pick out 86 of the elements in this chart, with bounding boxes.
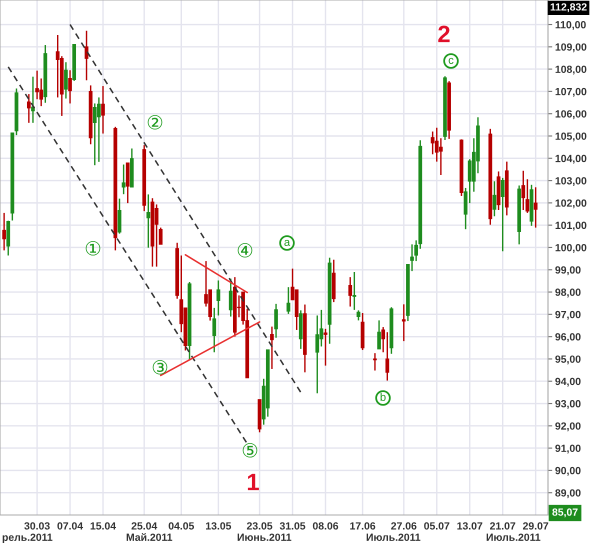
candlestick: [2, 212, 6, 252]
y-tick-label: 107,00: [556, 88, 586, 97]
y-tick-label: 101,00: [556, 222, 586, 231]
candlestick: [352, 271, 356, 311]
candlestick: [492, 180, 496, 217]
x-tick-label: 08.06: [312, 522, 338, 530]
y-tick-label: 96,00: [555, 333, 581, 342]
candlestick: [31, 76, 35, 124]
y-tick-label: 105,00: [556, 132, 586, 142]
y-tick-label: 95,00: [555, 355, 581, 364]
annotation: a: [284, 240, 290, 246]
x-tick-label: 27.06: [391, 522, 416, 530]
annotation: 2: [438, 26, 450, 42]
y-tick-label: 100,00: [556, 244, 586, 253]
candlestick: [97, 96, 101, 163]
candlestick: [216, 280, 220, 316]
annotation: ①: [86, 241, 100, 256]
candlestick: [154, 204, 158, 268]
x-tick-label: 04.05: [168, 522, 194, 530]
x-tick-label: 30.03: [24, 522, 50, 530]
text: Июль.2011: [486, 534, 540, 541]
x-tick-label: 17.06: [350, 522, 376, 530]
candlestick: [534, 186, 538, 228]
text: Июнь.2011: [238, 534, 292, 541]
y-tick-label: 89,00: [555, 489, 581, 498]
candlestick: [324, 328, 328, 366]
y-tick-label: 102,00: [556, 199, 586, 208]
y-tick-label: 104,00: [556, 154, 586, 164]
candlestick: [385, 331, 390, 382]
annotation: 1: [248, 474, 259, 490]
candlestick: [118, 198, 122, 234]
y-tick-label: 99,00: [555, 266, 581, 276]
candlestick: [274, 303, 278, 338]
annotation: ④: [238, 243, 252, 258]
x-tick-label: 15.04: [90, 522, 116, 530]
candlestick: [26, 93, 31, 124]
candlestick: [126, 162, 130, 204]
y-tick-label: 90,00: [555, 466, 581, 476]
text: Июль.2011: [366, 534, 420, 541]
x-tick-label: 21.07: [490, 522, 516, 530]
candlestick: [373, 352, 377, 372]
y-tick-label: 110,00: [556, 21, 586, 30]
y-tick-label: 108,00: [556, 66, 586, 74]
candlestick: [348, 276, 352, 308]
candlestick: [84, 30, 88, 81]
candlestick: [439, 138, 443, 176]
candlestick: [122, 164, 126, 195]
y-tick-label: 94,00: [555, 378, 581, 387]
candlestick: [356, 310, 360, 322]
candlestick: [377, 320, 381, 350]
y-tick-label: 97,00: [555, 310, 581, 320]
candlestick: [500, 177, 505, 252]
x-tick-label: 23.05: [246, 522, 272, 530]
y-tick-label: 98,00: [555, 288, 581, 298]
candlestick: [228, 278, 233, 318]
y-tick-label: 92,00: [555, 422, 581, 432]
candlestick: [64, 62, 68, 100]
x-tick-label: 25.04: [132, 522, 158, 530]
text: 85,07: [552, 508, 578, 518]
annotation: c: [448, 58, 454, 64]
candlestick: [521, 170, 526, 211]
x-tick-label: 29.07: [522, 522, 548, 530]
candlestick: [146, 194, 150, 248]
candlestick: [286, 286, 290, 315]
x-tick-label: 05.07: [424, 522, 450, 530]
y-tick-label: 91,00: [555, 444, 581, 454]
candlestick: [68, 70, 72, 104]
text: рель.2011: [2, 534, 52, 543]
text: 112,832: [550, 3, 587, 12]
y-tick-label: 106,00: [556, 110, 586, 120]
candlestick: [270, 326, 274, 370]
x-tick-label: 13.05: [206, 522, 232, 530]
y-tick-label: 93,00: [555, 400, 581, 409]
text: Май.2011: [126, 533, 172, 541]
x-tick-label: 13.07: [457, 522, 482, 530]
annotation: ⑤: [242, 443, 258, 458]
annotation: ②: [148, 115, 162, 130]
y-tick-label: 109,00: [556, 43, 586, 52]
x-tick-label: 07.04: [57, 522, 84, 530]
annotation: ③: [152, 360, 168, 375]
candlestick: [402, 304, 406, 342]
annotation: b: [380, 392, 386, 401]
y-tick-label: 103,00: [556, 177, 586, 186]
candlestick: [212, 307, 216, 353]
x-tick-label: 31.05: [280, 522, 306, 530]
candlestick: [101, 85, 105, 134]
